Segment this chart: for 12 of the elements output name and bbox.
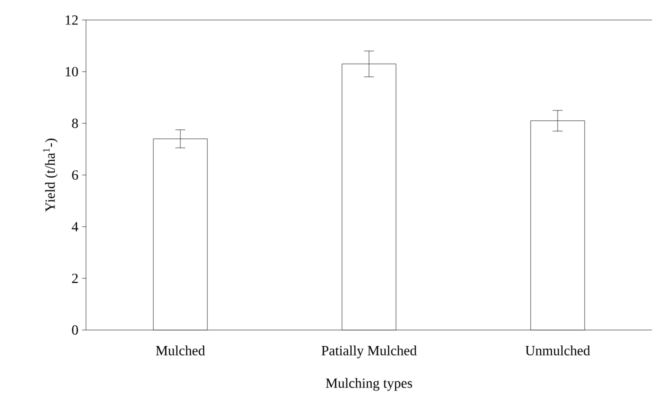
x-axis-title: Mulching types [326,378,412,391]
y-tick-label: 2 [72,274,78,283]
y-tick-label: 0 [72,325,78,335]
y-tick-label: 4 [72,222,78,232]
y-tick-label: 6 [72,170,78,180]
y-tick-label: 12 [66,15,78,25]
y-tick-label: 8 [72,118,78,128]
y-tick-label: 10 [66,66,78,76]
x-tick-label: Unmulched [525,346,590,356]
x-tick-label: Patially Mulched [322,346,417,358]
x-tick-label: Mulched [156,346,205,356]
y-axis-title: Yield (t/ha$^{1}$-) [43,138,58,212]
